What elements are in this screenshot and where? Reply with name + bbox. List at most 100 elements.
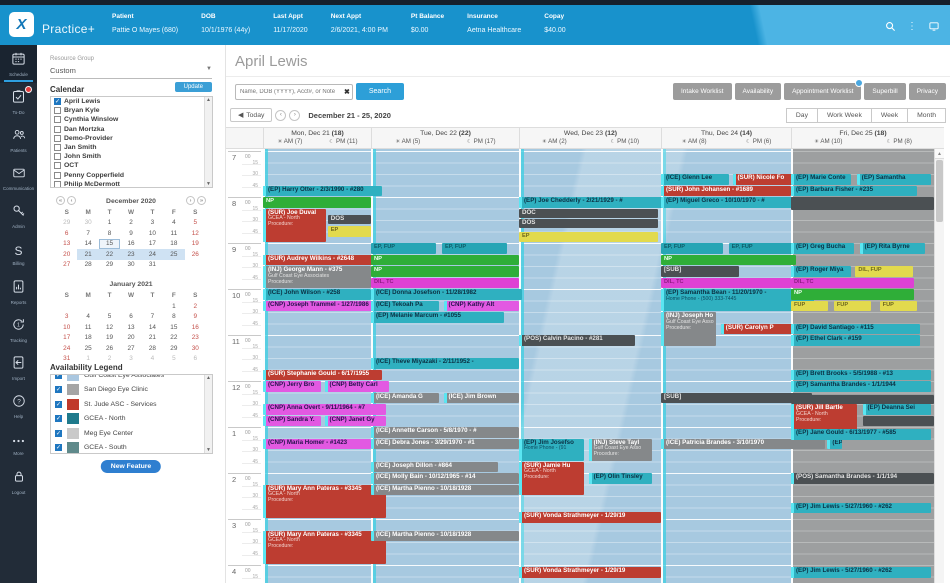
view-button-month[interactable]: Month (907, 107, 946, 123)
appointment-block[interactable]: (EP) Joe Chedderly - 2/21/1929 - # (519, 197, 667, 208)
appointment-block[interactable]: (SUR) Mary Ann Pateras - #3345 GCEA - Nor… (263, 530, 387, 564)
calendar-day-cell[interactable]: 26 (191, 250, 199, 258)
search-button[interactable]: Search (355, 83, 405, 100)
calendar-day-cell[interactable]: 12 (106, 323, 114, 331)
legend-checkbox[interactable]: ✓ (55, 429, 62, 437)
sidebar-item-admin[interactable]: Admin (0, 197, 37, 235)
appointment-block[interactable]: (INJ) Steve Tayl Gulf Coast Eye Asso Proce… (588, 438, 653, 461)
appointment-block[interactable]: (SUR) Audrey Wilkins - #2648 (263, 254, 378, 265)
appointment-block[interactable]: (EP) Samantha (856, 174, 932, 185)
availability-block[interactable]: [SUB] (661, 266, 739, 277)
legend-row-gulf-coast-eye-associates[interactable]: ✓ Gulf Coast Eye Associates (51, 375, 212, 383)
availability-block[interactable]: DIL, TC (661, 277, 791, 288)
legend-row-gcea-south[interactable]: ✓ GCEA - South (51, 441, 212, 453)
appointment-block[interactable]: (SUR) Stephanie Gould - 6/17/1955 (263, 369, 382, 380)
legend-checkbox[interactable]: ✓ (55, 444, 62, 452)
calendar-day-cell[interactable]: 8 (107, 229, 112, 237)
provider-row-philip-mcdermott[interactable]: Philip McDermott (51, 180, 212, 187)
appointment-block[interactable]: (EP) Miguel Greco - 10/10/1970 - # (661, 197, 804, 208)
blocked-time-band[interactable] (791, 394, 934, 405)
provider-checkbox[interactable] (54, 171, 61, 179)
day-header-tue[interactable]: Tue, Dec 22 (22) ☀ AM (5) ☾ PM (17) (371, 128, 519, 148)
provider-checkbox[interactable] (54, 153, 61, 161)
availability-block[interactable]: DOC (519, 208, 659, 218)
appointment-block[interactable]: (ICE) Tekoah Pa (371, 300, 440, 311)
sidebar-item-logout[interactable]: Logout (0, 463, 37, 501)
calendar-day-cell[interactable]: 1 (86, 355, 90, 363)
provider-checkbox[interactable]: ✓ (54, 98, 61, 106)
view-button-work-week[interactable]: Work Week (816, 107, 872, 123)
legend-row-san-diego-eye-clinic[interactable]: ✓ San Diego Eye Clinic (51, 383, 212, 398)
appointment-block[interactable]: (EP) Barbara Fisher - #235 (791, 185, 917, 196)
legend-checkbox[interactable]: ✓ (55, 415, 62, 423)
appointment-block[interactable]: (EP) Greg Bucha (791, 243, 854, 254)
appointment-block[interactable]: (ICE) John Wilson - #258 (263, 289, 371, 300)
calendar-day-cell[interactable]: 23 (191, 334, 199, 342)
legend-scrollbar[interactable]: ▲ ▼ (204, 375, 212, 453)
appointment-block[interactable]: (POS) Samantha Brandes - 1/1/194 (791, 473, 934, 484)
search-icon[interactable] (885, 21, 896, 32)
calendar-day-cell[interactable]: 6 (64, 229, 69, 237)
blocked-time-band[interactable] (862, 415, 934, 426)
appointment-block[interactable]: (SUR) Mary Ann Pateras - #3345 GCEA - Nor… (263, 484, 387, 518)
availability-block[interactable]: DOS (327, 215, 371, 224)
privacy-button[interactable]: Privacy (908, 83, 946, 100)
calendar-day-cell[interactable]: 6 (193, 355, 198, 363)
view-button-day[interactable]: Day (785, 107, 818, 123)
calendar-day-cell[interactable]: 14 (84, 240, 92, 248)
day-header-thu[interactable]: Thu, Dec 24 (14) ☀ AM (8) ☾ PM (6) (661, 128, 791, 148)
calendar-day-cell[interactable]: 19 (191, 240, 199, 248)
legend-checkbox[interactable]: ✓ (55, 400, 62, 408)
scroll-up-icon[interactable]: ▲ (935, 149, 944, 159)
calendar-day-cell[interactable]: 1 (172, 302, 176, 310)
calendar-day-cell[interactable]: 11 (84, 323, 92, 331)
calendar-next-icon[interactable]: » (197, 196, 206, 205)
appointment-block[interactable]: (EP) Jim Lewis - 5/27/1960 - #262 (791, 502, 932, 514)
patient-search-input[interactable] (235, 83, 353, 100)
appointment-block[interactable]: (CNP) Janet Gy (324, 415, 387, 426)
appointment-block[interactable]: (EP) Samantha Bean - 11/20/1970 - Home Ph… (661, 289, 815, 311)
calendar-day-cell[interactable]: 24 (141, 249, 164, 260)
day-column-thu[interactable] (661, 149, 791, 583)
calendar-day-cell[interactable]: 30 (127, 261, 135, 269)
scrollbar-thumb[interactable] (936, 160, 943, 222)
appointment-block[interactable]: (CNP) Maria Homer - #1423 (263, 438, 371, 449)
appointment-block[interactable]: (EP) (827, 438, 842, 449)
calendar-prev-icon[interactable]: ‹ (67, 196, 76, 205)
appointment-block[interactable]: (POS) Calvin Pacino - #281 (519, 335, 636, 346)
calendar-day-cell[interactable]: 21 (77, 249, 99, 260)
appointment-block[interactable]: (SUR) Joe Duval GCEA - North Procedure: (263, 208, 326, 242)
calendar-day-cell[interactable]: 27 (127, 344, 135, 352)
day-header-fri[interactable]: Fri, Dec 25 (18) ☀ AM (10) ☾ PM (8) (791, 128, 934, 148)
appointment-block[interactable]: (ICE) Patricia Brandes - 3/10/1970 (661, 438, 825, 449)
calendar-day-cell[interactable]: 11 (170, 229, 178, 237)
provider-row-cynthia-winslow[interactable]: Cynthia Winslow (51, 115, 212, 124)
appointment-block[interactable]: (EP) Jim Josefso Home Phone - (91 (519, 438, 585, 461)
calendar-day-cell[interactable]: 3 (64, 313, 69, 321)
appointment-block[interactable]: (ICE) Joseph Dillon - #864 (371, 461, 499, 472)
legend-row-gcea-north[interactable]: ✓ GCEA - North (51, 412, 212, 427)
availability-block[interactable]: NP (791, 289, 914, 300)
availability-block[interactable]: NP (371, 254, 519, 265)
calendar-day-cell[interactable]: 21 (148, 334, 156, 342)
app-logo[interactable]: X (9, 12, 34, 37)
provider-row-dan-mortzka[interactable]: Dan Mortzka (51, 125, 212, 134)
calendar-day-cell[interactable]: 7 (150, 313, 155, 321)
calendar-day-cell[interactable]: 4 (86, 313, 90, 321)
appointment-block[interactable]: (CNP) Sandra Y. (263, 415, 322, 426)
calendar-day-cell[interactable]: 31 (148, 261, 156, 269)
update-button[interactable]: Update (174, 82, 212, 92)
availability-block[interactable]: FUP (833, 300, 872, 311)
calendar-next-icon[interactable]: › (186, 196, 195, 205)
appointment-block[interactable]: (INJ) Joseph Ho Gulf Coast Eye Asso Proced… (661, 312, 716, 346)
grid-scrollbar[interactable]: ▲ (934, 149, 944, 583)
provider-checkbox[interactable] (54, 162, 61, 170)
appointment-block[interactable]: (EP) Jim Lewis - 5/27/1960 - #262 (791, 567, 932, 578)
calendar-day-cell[interactable]: 13 (127, 323, 135, 331)
calendar-day-cell[interactable]: 2 (129, 219, 133, 227)
today-button[interactable]: ◀ Today (230, 108, 273, 122)
appointment-block[interactable]: (ICE) Martha Pienno - 10/18/1928 (371, 530, 519, 541)
calendar-day-cell[interactable]: 26 (106, 344, 114, 352)
appointment-block[interactable]: (EP) Rita Byrne (859, 243, 926, 254)
calendar-day-cell[interactable]: 20 (127, 334, 135, 342)
